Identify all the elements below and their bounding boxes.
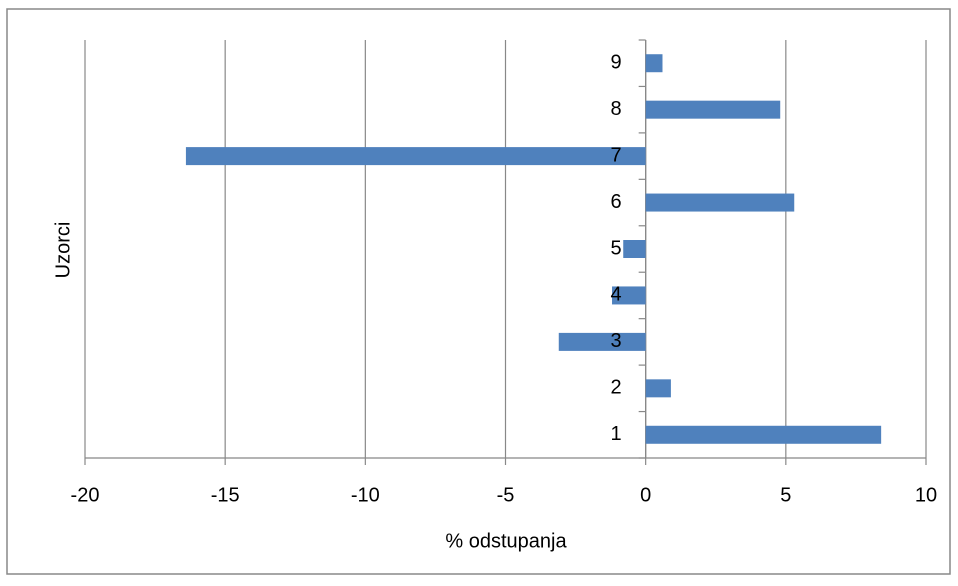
y-tick-label: 1 [611, 423, 622, 445]
y-tick-label: 6 [611, 191, 622, 213]
bar [645, 425, 882, 444]
bar [612, 286, 646, 305]
bar [185, 147, 646, 166]
bar [645, 193, 795, 212]
x-tick-label: 0 [640, 484, 651, 506]
bar [645, 100, 781, 119]
x-tick-label: 5 [780, 484, 791, 506]
chart-border [6, 8, 951, 575]
y-tick-label: 4 [611, 284, 622, 306]
x-axis-title: % odstupanja [445, 530, 567, 552]
y-tick-label: 9 [611, 52, 622, 74]
y-tick-label: 3 [611, 330, 622, 352]
bar [645, 379, 671, 398]
y-tick-label: 7 [611, 144, 622, 166]
bar [645, 54, 663, 73]
bar [558, 332, 646, 351]
x-tick-label: -5 [497, 484, 515, 506]
x-tick-label: -10 [351, 484, 380, 506]
x-tick-label: -15 [211, 484, 240, 506]
y-axis-title: Uzorci [52, 222, 74, 279]
y-tick-label: 2 [611, 377, 622, 399]
y-tick-label: 8 [611, 98, 622, 120]
y-tick-label: 5 [611, 237, 622, 259]
bar [623, 240, 646, 258]
x-tick-label: 10 [915, 484, 937, 506]
x-tick-label: -20 [71, 484, 100, 506]
